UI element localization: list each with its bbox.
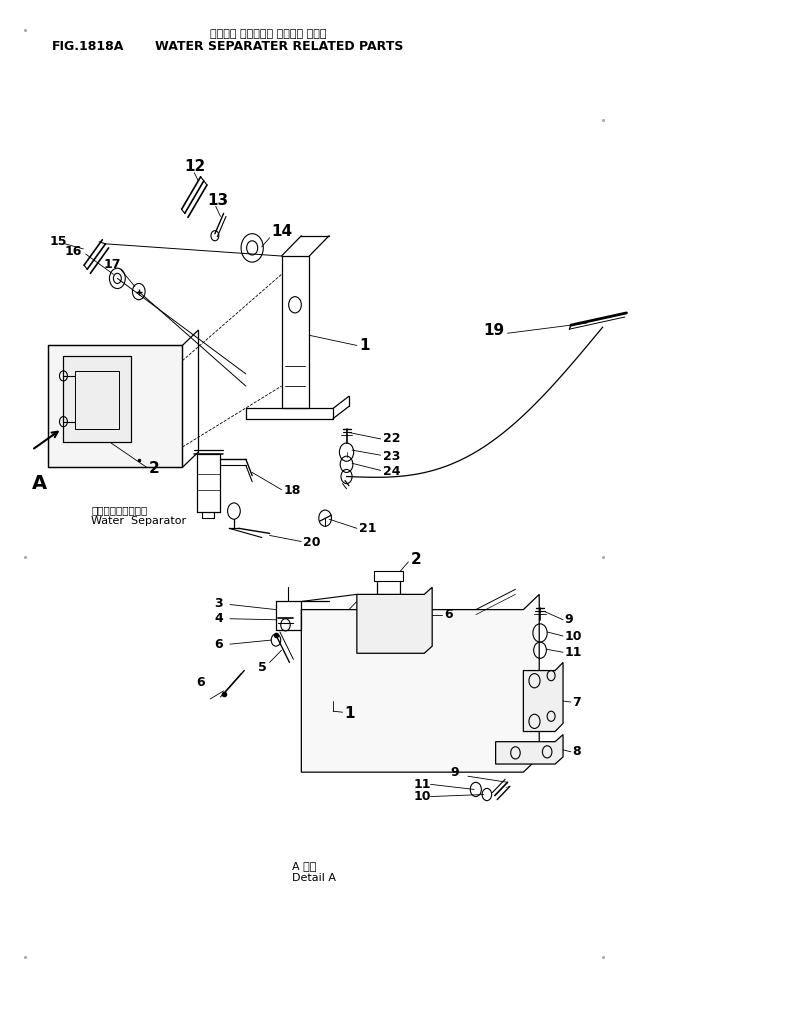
Text: Water  Separator: Water Separator xyxy=(91,516,186,526)
Text: 2: 2 xyxy=(411,553,422,567)
Text: 19: 19 xyxy=(484,323,505,337)
Text: 4: 4 xyxy=(214,613,223,625)
Text: 11: 11 xyxy=(413,778,431,790)
Text: 11: 11 xyxy=(565,646,582,658)
Text: 1: 1 xyxy=(344,706,354,720)
Text: 9: 9 xyxy=(450,766,459,778)
Text: 13: 13 xyxy=(207,193,228,207)
Text: 23: 23 xyxy=(383,450,400,462)
Text: 5: 5 xyxy=(258,661,266,674)
Polygon shape xyxy=(523,662,563,732)
Text: ウォータセパレータ: ウォータセパレータ xyxy=(91,505,147,515)
Text: 6: 6 xyxy=(197,677,205,689)
Text: 22: 22 xyxy=(383,433,400,445)
Polygon shape xyxy=(48,345,182,467)
Text: 9: 9 xyxy=(565,614,573,626)
Text: FIG.1818A: FIG.1818A xyxy=(52,41,124,53)
Text: 10: 10 xyxy=(565,630,582,642)
Text: 14: 14 xyxy=(271,225,293,239)
Text: 18: 18 xyxy=(283,485,301,497)
Text: 6: 6 xyxy=(214,638,223,650)
Text: 20: 20 xyxy=(303,536,320,549)
Text: 7: 7 xyxy=(573,696,581,708)
Text: Detail A: Detail A xyxy=(292,873,335,883)
Text: 21: 21 xyxy=(359,522,377,534)
Text: 10: 10 xyxy=(413,790,431,803)
Text: 1: 1 xyxy=(359,338,370,353)
Text: 17: 17 xyxy=(103,258,121,270)
Polygon shape xyxy=(496,735,563,764)
Text: A: A xyxy=(32,474,47,493)
Polygon shape xyxy=(357,587,432,653)
Polygon shape xyxy=(63,356,131,442)
Text: 15: 15 xyxy=(50,236,67,248)
Text: 2: 2 xyxy=(149,461,160,475)
Text: 24: 24 xyxy=(383,465,400,478)
Text: ウォータ セパレータ カンレン ブヒン: ウォータ セパレータ カンレン ブヒン xyxy=(210,28,327,39)
Text: 12: 12 xyxy=(184,160,205,174)
Text: A 詳細: A 詳細 xyxy=(292,861,316,871)
Text: WATER SEPARATER RELATED PARTS: WATER SEPARATER RELATED PARTS xyxy=(155,41,403,53)
Text: 8: 8 xyxy=(573,746,581,758)
Polygon shape xyxy=(301,594,539,772)
Text: 3: 3 xyxy=(214,597,223,610)
Text: 16: 16 xyxy=(65,246,82,258)
Text: 6: 6 xyxy=(444,609,453,621)
